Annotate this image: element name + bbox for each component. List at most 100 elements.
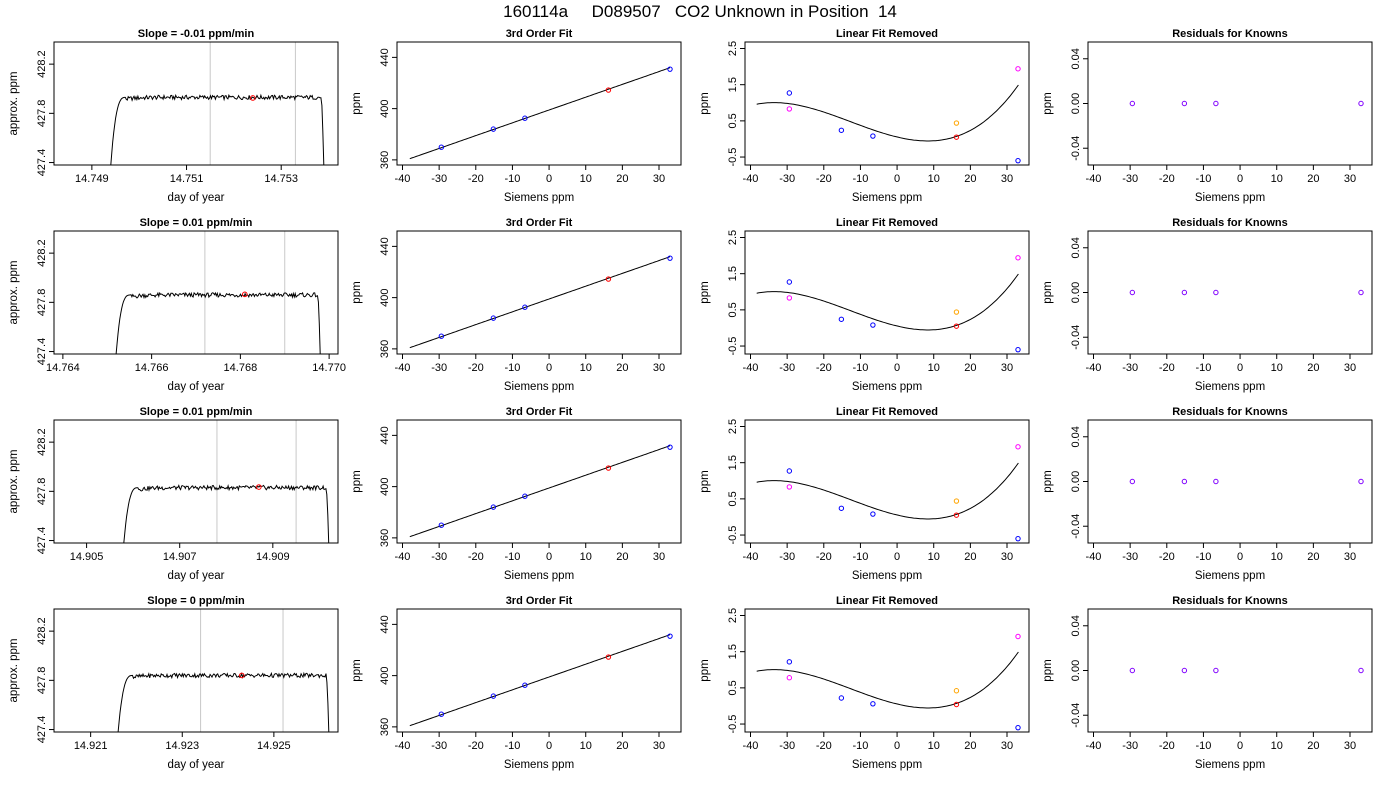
x-tick-label: 10	[1271, 740, 1283, 752]
plot-area	[756, 444, 1021, 542]
panel-r0c0: Slope = -0.01 ppm/min 14.749 14.751 14.753 4…	[8, 28, 339, 204]
x-tick-label: 30	[653, 551, 665, 563]
x-tick-label: -40	[1086, 740, 1102, 752]
y-tick-label: 0.04	[1070, 615, 1082, 636]
x-tick-label: -20	[1159, 551, 1175, 563]
data-point	[1181, 667, 1188, 674]
plot-area	[409, 633, 673, 727]
analyzer-trace	[110, 93, 325, 165]
plot-frame	[53, 608, 339, 733]
data-point	[667, 66, 673, 72]
data-point	[953, 688, 960, 694]
x-tick-label: -40	[1086, 173, 1102, 185]
y-tick-label: 0.5	[727, 113, 739, 128]
y-tick-label: 0.5	[727, 491, 739, 506]
x-tick-label: 10	[928, 362, 940, 374]
data-point	[1181, 289, 1188, 296]
y-tick-label: 360	[379, 718, 391, 736]
data-point	[786, 295, 793, 301]
panel-r1c0: Slope = 0.01 ppm/min 14.764 14.766 14.768 14…	[8, 217, 346, 393]
x-tick-label: -40	[395, 362, 411, 374]
y-tick-label: 2.5	[727, 41, 739, 56]
plot-area	[115, 231, 321, 354]
y-tick-label: 1.5	[727, 266, 739, 281]
data-point	[1015, 157, 1021, 164]
x-axis-label: Siemens ppm	[504, 570, 574, 582]
y-tick-label: 360	[379, 340, 391, 358]
x-tick-label: 30	[653, 740, 665, 752]
panel-r2c3: Residuals for Knowns -40 -30 -20 -10 0 10 20 30 -…	[1042, 406, 1373, 582]
data-point	[786, 90, 793, 96]
data-point	[605, 276, 612, 282]
data-point	[667, 255, 673, 261]
data-point	[953, 498, 960, 504]
x-tick-label: 30	[1344, 362, 1356, 374]
data-point	[786, 106, 793, 112]
data-point	[667, 444, 673, 450]
fit-curve	[756, 273, 1019, 331]
x-tick-label: 0	[1237, 551, 1243, 563]
data-point	[786, 468, 793, 474]
x-axis-label: Siemens ppm	[852, 381, 922, 393]
x-tick-label: -30	[1122, 173, 1138, 185]
data-point	[1358, 667, 1364, 674]
x-tick-label: -20	[816, 740, 832, 752]
data-point	[838, 695, 845, 701]
data-point	[1358, 100, 1364, 107]
panel-r2c0: Slope = 0.01 ppm/min 14.905 14.907 14.909 42…	[8, 406, 339, 582]
plot-frame	[744, 608, 1030, 733]
fit-curve	[409, 256, 671, 349]
x-tick-label: 0	[546, 173, 552, 185]
x-tick-label: -40	[395, 551, 411, 563]
x-tick-label: 30	[1344, 173, 1356, 185]
y-tick-label: 400	[379, 288, 391, 306]
y-tick-label: 427.4	[36, 149, 48, 177]
y-tick-label: 428.2	[36, 428, 48, 456]
x-tick-label: 20	[1307, 740, 1319, 752]
panel-title: Linear Fit Removed	[836, 406, 938, 418]
x-tick-label: 10	[928, 551, 940, 563]
plot-area	[756, 66, 1021, 164]
y-tick-label: 0.00	[1070, 471, 1082, 492]
data-point	[438, 522, 445, 528]
x-tick-label: -40	[743, 173, 759, 185]
x-tick-label: 20	[964, 740, 976, 752]
fit-curve	[409, 445, 671, 538]
x-tick-label: 14.925	[257, 740, 291, 752]
x-axis-label: Siemens ppm	[1195, 381, 1265, 393]
x-tick-label: -30	[431, 173, 447, 185]
data-point	[1129, 667, 1136, 674]
fit-curve	[409, 67, 671, 160]
panel-title: Linear Fit Removed	[836, 28, 938, 40]
x-tick-label: 30	[1344, 740, 1356, 752]
data-point	[1181, 100, 1188, 107]
x-tick-label: -40	[743, 551, 759, 563]
x-tick-label: -30	[1122, 362, 1138, 374]
data-point	[522, 682, 528, 688]
x-tick-label: -20	[816, 173, 832, 185]
x-tick-label: 14.749	[75, 173, 109, 185]
x-tick-label: 30	[1001, 362, 1013, 374]
data-point	[1213, 667, 1219, 674]
y-axis-label: approx. ppm	[8, 450, 20, 514]
y-tick-label: 428.2	[36, 50, 48, 78]
x-tick-label: 0	[894, 740, 900, 752]
x-axis-label: Siemens ppm	[852, 570, 922, 582]
x-tick-label: -40	[395, 740, 411, 752]
x-tick-label: -30	[1122, 740, 1138, 752]
x-tick-label: -40	[1086, 551, 1102, 563]
data-point	[490, 315, 497, 321]
plot-frame	[53, 41, 339, 166]
fit-curve	[756, 84, 1019, 142]
x-tick-label: -20	[816, 551, 832, 563]
x-tick-label: 0	[546, 551, 552, 563]
x-tick-label: -30	[431, 551, 447, 563]
y-tick-label: 400	[379, 99, 391, 117]
y-axis-label: ppm	[351, 659, 363, 681]
data-point	[1015, 255, 1021, 261]
unknown-marker	[242, 291, 248, 298]
x-tick-label: -10	[852, 362, 868, 374]
x-tick-label: 30	[1344, 551, 1356, 563]
figure-title: 160114a D089507 CO2 Unknown in Position …	[503, 2, 897, 21]
